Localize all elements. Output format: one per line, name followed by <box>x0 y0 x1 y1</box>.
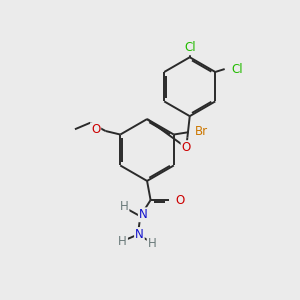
Text: N: N <box>139 208 148 221</box>
Text: Cl: Cl <box>231 62 243 76</box>
Text: H: H <box>118 235 127 248</box>
Text: O: O <box>91 123 100 136</box>
Text: N: N <box>135 228 144 241</box>
Text: Cl: Cl <box>184 41 196 54</box>
Text: O: O <box>175 194 184 207</box>
Text: Br: Br <box>195 124 208 137</box>
Text: H: H <box>120 200 128 213</box>
Text: O: O <box>182 141 191 154</box>
Text: H: H <box>148 237 156 250</box>
